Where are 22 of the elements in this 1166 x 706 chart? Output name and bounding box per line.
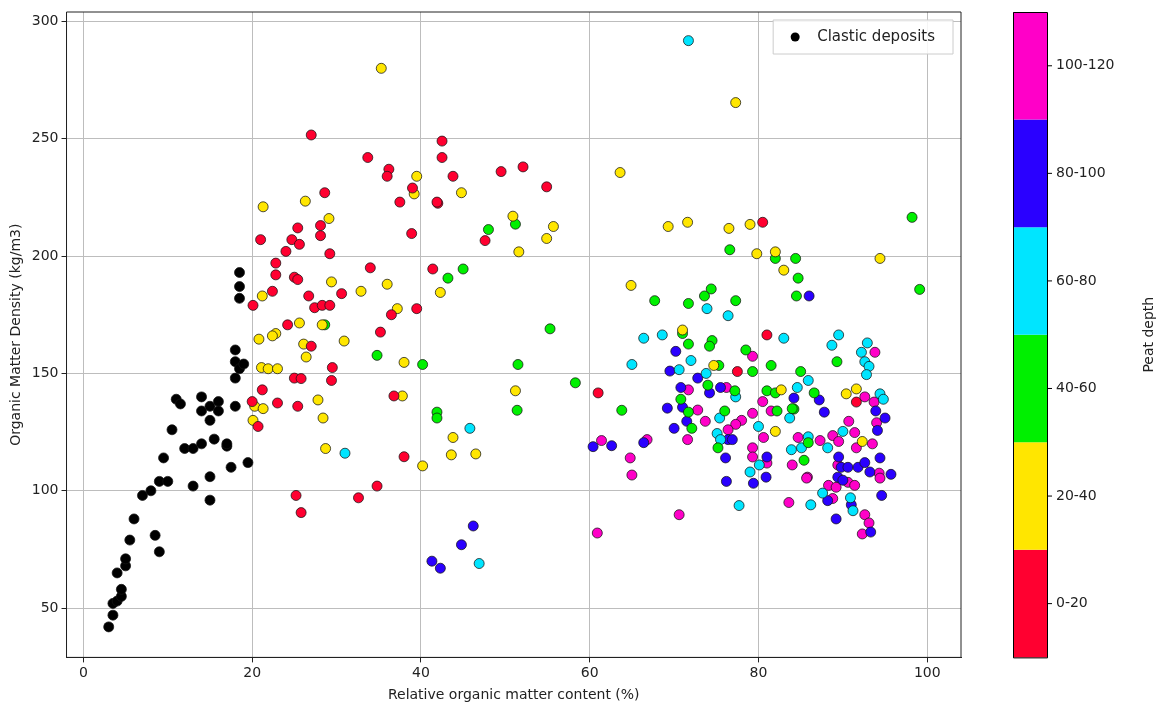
- x-tick-label: 60: [580, 664, 599, 681]
- y-axis-title: Organic Matter Density (kg/m3): [7, 223, 24, 446]
- y-tick-label: 200: [31, 246, 59, 263]
- color-bar-label: 100-120: [1056, 56, 1115, 73]
- color-bar-label: 0-20: [1056, 594, 1088, 611]
- x-tick-label: 80: [749, 664, 768, 681]
- color-bar-label: 20-40: [1056, 486, 1097, 503]
- x-tick-label: 20: [243, 664, 262, 681]
- color-bar-label: 80-100: [1056, 163, 1106, 180]
- y-tick-label: 250: [31, 129, 59, 146]
- color-bar-label: 40-60: [1056, 379, 1097, 396]
- x-tick-label: 40: [412, 664, 430, 681]
- x-tick-label: 0: [78, 664, 88, 681]
- x-axis-title: Relative organic matter content (%): [387, 686, 640, 703]
- y-tick-label: 150: [31, 364, 59, 381]
- legend-label: Clastic deposits: [817, 26, 936, 45]
- y-tick-label: 100: [31, 481, 59, 498]
- color-bar-label: 60-80: [1056, 271, 1097, 288]
- color-bar-title: Peat depth: [1139, 296, 1156, 373]
- y-tick-label: 50: [40, 598, 59, 615]
- y-tick-label: 300: [31, 12, 59, 29]
- x-tick-label: 100: [913, 664, 941, 681]
